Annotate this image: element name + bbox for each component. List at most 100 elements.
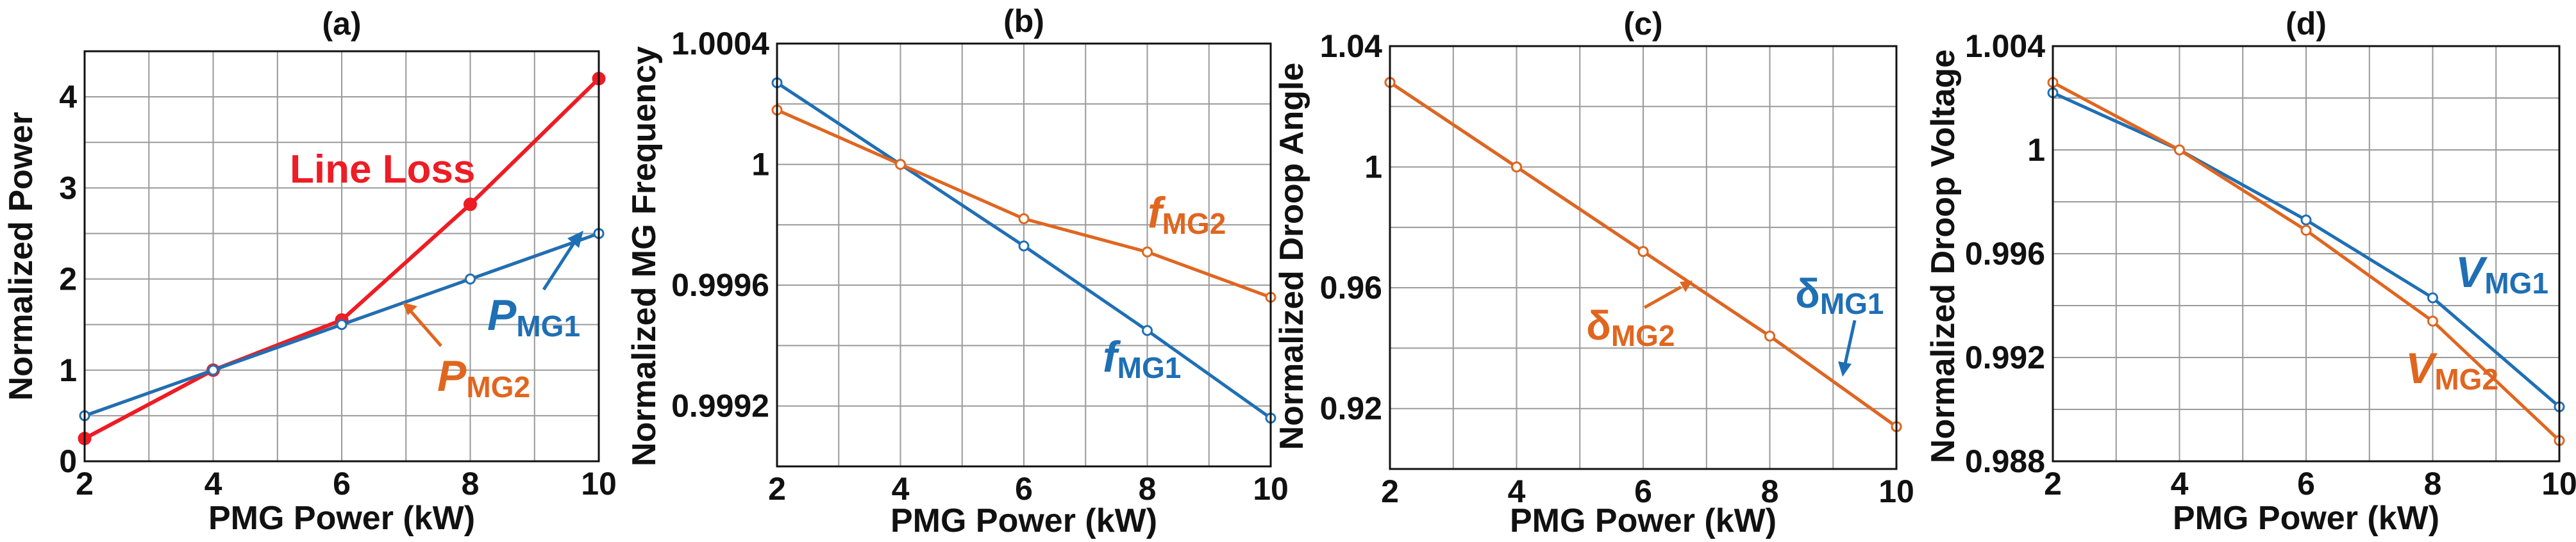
ylabel-d: Normalized Droop Voltage <box>1925 49 1962 463</box>
point-c-deltaMG2-1 <box>1511 161 1522 173</box>
xlabel-a: PMG Power (kW) <box>208 500 475 537</box>
frame-c <box>1389 45 1898 470</box>
annotation-vmg1: VMG1 <box>2455 248 2548 300</box>
xtick-a-3: 8 <box>462 466 480 502</box>
annotation-line-loss: Line Loss <box>290 147 475 192</box>
annotation-fmg2: fMG2 <box>1148 188 1226 240</box>
annotations-d: VMG1 VMG2 <box>2405 248 2548 396</box>
ytick-c-1: 0.96 <box>1320 270 1382 306</box>
annotation-fmg1: fMG1 <box>1103 333 1181 384</box>
xtick-c-1: 4 <box>1508 473 1526 509</box>
point-b-fMG1-3 <box>1142 325 1153 336</box>
ytick-c-2: 1 <box>1364 149 1382 185</box>
ylabel-c: Normalized Droop Angle <box>1273 63 1310 450</box>
ytick-c-0: 0.92 <box>1320 391 1382 427</box>
xlabel-d: PMG Power (kW) <box>2173 500 2439 537</box>
ticks-a: 2 4 6 8 10 0 1 2 3 4 <box>59 79 617 502</box>
ticks-c: 2 4 6 8 10 0.92 0.96 1 1.04 <box>1320 28 1914 509</box>
xtick-c-2: 6 <box>1634 473 1652 509</box>
ytick-a-3: 3 <box>59 170 77 206</box>
annotation-pmg1: PMG1 <box>487 291 580 343</box>
point-d-VMG1-3 <box>2427 292 2438 304</box>
arrow-delta-mg1 <box>1843 320 1857 365</box>
xtick-d-1: 4 <box>2171 466 2189 502</box>
xtick-b-4: 10 <box>1253 471 1289 507</box>
ylabel-a: Normalized Power <box>3 112 40 401</box>
annotation-delta-mg1: δMG1 <box>1795 270 1884 320</box>
annotation-delta-mg2: δMG2 <box>1586 302 1675 352</box>
xtick-d-2: 6 <box>2297 466 2315 502</box>
xtick-b-2: 6 <box>1015 471 1033 507</box>
title-b: (b) <box>1003 3 1044 39</box>
ytick-d-0: 0.988 <box>1965 443 2045 479</box>
xtick-d-4: 10 <box>2541 466 2576 502</box>
point-d-VMG2-2 <box>2300 225 2312 236</box>
xtick-a-4: 10 <box>581 466 617 502</box>
ytick-b-0: 0.9992 <box>671 388 769 424</box>
grid-d <box>2053 46 2559 461</box>
ytick-a-2: 2 <box>59 261 77 297</box>
ytick-c-3: 1.04 <box>1320 28 1383 64</box>
ytick-b-3: 1.0004 <box>671 26 769 62</box>
title-c: (c) <box>1623 6 1662 42</box>
frame-a <box>83 50 600 463</box>
point-d-VMG1-2 <box>2300 214 2312 226</box>
annotation-vmg2: VMG2 <box>2405 344 2498 396</box>
point-c-deltaMG2-3 <box>1764 331 1775 342</box>
point-c-deltaMG2-2 <box>1637 246 1649 258</box>
frame-b <box>776 42 1272 468</box>
grid-b <box>777 44 1271 466</box>
ytick-d-4: 1.004 <box>1965 28 2045 64</box>
frame-d <box>2052 45 2561 463</box>
ytick-d-2: 0.996 <box>1965 236 2045 272</box>
grid-c <box>1390 46 1896 469</box>
ytick-d-3: 1 <box>2027 132 2045 168</box>
xtick-c-4: 10 <box>1878 473 1914 509</box>
xtick-c-0: 2 <box>1381 473 1399 509</box>
point-b-fMG2-1 <box>895 159 906 170</box>
xtick-a-1: 4 <box>205 466 222 502</box>
annotations-b: fMG2 fMG1 <box>1103 188 1226 384</box>
arrow-delta-mg2 <box>1643 285 1682 309</box>
arrowhead-delta-mg2 <box>1680 281 1693 292</box>
point-a-Line Loss-3 <box>464 197 477 211</box>
xtick-a-0: 2 <box>76 466 94 502</box>
ylabel-b: Normalized MG Frequency <box>626 46 663 466</box>
xtick-d-3: 8 <box>2424 466 2442 502</box>
annotation-line-loss-text: Line Loss <box>290 147 475 192</box>
arrow-pmg1 <box>542 239 578 291</box>
arrowhead-delta-mg1 <box>1838 361 1852 377</box>
annotations-a: Line Loss PMG1 PMG2 <box>290 147 583 404</box>
annotations-c: δMG1 δMG2 <box>1586 270 1884 377</box>
point-b-fMG2-2 <box>1018 213 1030 224</box>
ytick-a-0: 0 <box>59 443 77 479</box>
point-b-fMG1-2 <box>1018 240 1030 252</box>
xtick-a-2: 6 <box>333 466 351 502</box>
ytick-b-1: 0.9996 <box>671 267 769 303</box>
point-d-VMG2-1 <box>2174 144 2185 156</box>
arrowhead-pmg2 <box>403 302 417 315</box>
title-a: (a) <box>322 6 361 42</box>
xtick-b-1: 4 <box>892 471 910 507</box>
panel-d: 2 4 6 8 10 0.988 0.992 0.996 1 1.004 (d) PMG Powe… <box>1925 6 2576 537</box>
ytick-d-1: 0.992 <box>1965 340 2045 375</box>
arrow-pmg2 <box>409 309 442 347</box>
panel-a: 2 4 6 8 10 0 1 2 3 4 (a) PMG Power (kW) Normalize… <box>3 6 617 537</box>
annotation-pmg2: PMG2 <box>437 352 530 404</box>
point-d-VMG2-3 <box>2427 315 2438 327</box>
series-d <box>2047 77 2565 447</box>
ticks-b: 2 4 6 8 10 0.9992 0.9996 1 1.0004 <box>671 26 1289 507</box>
xtick-b-3: 8 <box>1139 471 1157 507</box>
point-a-PMG1-1 <box>208 365 219 376</box>
ticks-d: 2 4 6 8 10 0.988 0.992 0.996 1 1.004 <box>1965 28 2576 502</box>
xlabel-c: PMG Power (kW) <box>1510 502 1777 539</box>
ytick-a-4: 4 <box>59 79 77 115</box>
point-a-PMG1-2 <box>336 319 347 331</box>
series-c <box>1384 77 1902 432</box>
point-a-PMG1-3 <box>465 274 476 285</box>
xtick-d-0: 2 <box>2044 466 2062 502</box>
ytick-a-1: 1 <box>59 352 77 388</box>
xtick-b-0: 2 <box>768 471 786 507</box>
xtick-c-3: 8 <box>1761 473 1779 509</box>
